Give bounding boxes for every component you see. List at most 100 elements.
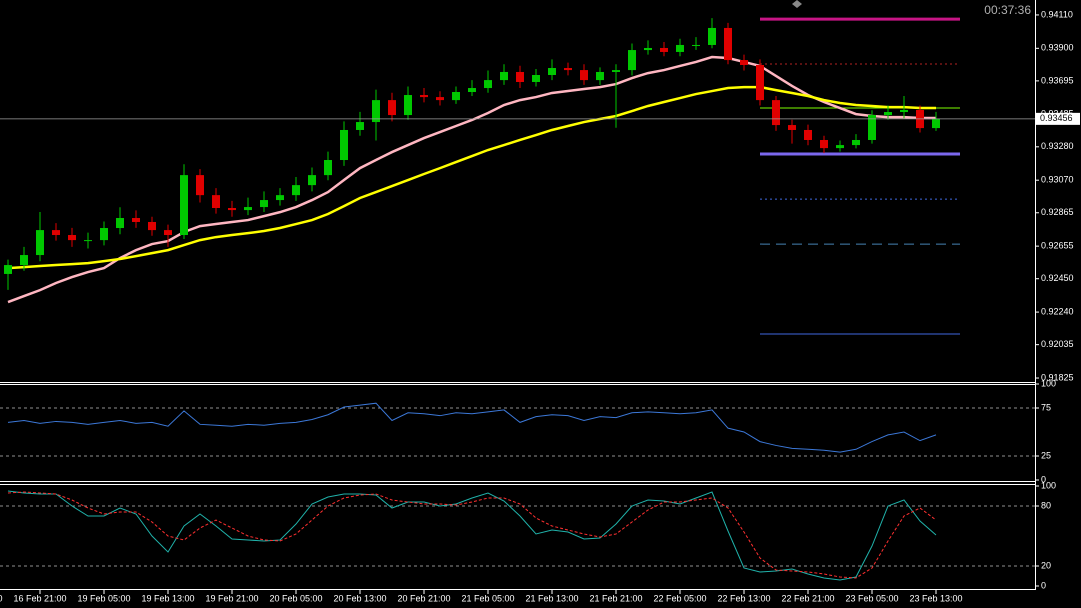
indicator-line xyxy=(7,491,937,579)
candle-body xyxy=(676,44,684,52)
x-tick-label: 22 Feb 21:00 xyxy=(781,593,834,603)
x-tick-label: 20 Feb 21:00 xyxy=(397,593,450,603)
candle-body xyxy=(340,129,348,161)
candle-body xyxy=(228,208,236,211)
x-tick-label: 23 Feb 05:00 xyxy=(845,593,898,603)
candle-body xyxy=(324,160,332,176)
candle-body xyxy=(868,115,876,140)
x-tick-label: 19 Feb 05:00 xyxy=(77,593,130,603)
candle-body xyxy=(52,230,60,236)
candle-body xyxy=(180,175,188,236)
current-price-box xyxy=(1036,112,1080,125)
candle-body xyxy=(356,122,364,130)
candle-body xyxy=(260,200,268,208)
marker-diamond xyxy=(792,0,802,8)
candle-body xyxy=(468,88,476,93)
candle-body xyxy=(388,100,396,116)
y-tick-label: 0.92240 xyxy=(1041,306,1074,316)
candle-body xyxy=(628,50,636,71)
candle-body xyxy=(148,221,156,231)
y-tick-label: 0.91825 xyxy=(1041,372,1074,382)
candle-body xyxy=(772,100,780,126)
candle-body xyxy=(644,47,652,51)
candle-body xyxy=(500,71,508,81)
y-tick-label: 0.92655 xyxy=(1041,241,1074,251)
y-tick-label: 0.93695 xyxy=(1041,75,1074,85)
candle-body xyxy=(580,70,588,81)
y-tick-label: 20 xyxy=(1041,560,1051,570)
candle-body xyxy=(756,64,764,101)
y-tick-label: 0.92035 xyxy=(1041,339,1074,349)
x-tick-label: 21 Feb 05:00 xyxy=(461,593,514,603)
candle-body xyxy=(692,44,700,46)
candle-body xyxy=(564,68,572,71)
y-tick-label: 0.92450 xyxy=(1041,273,1074,283)
x-tick-label: 16 Feb 21:00 xyxy=(13,593,66,603)
moving-average xyxy=(7,85,936,270)
candle-body xyxy=(116,218,124,229)
candle-body xyxy=(420,95,428,98)
candle-body xyxy=(404,95,412,116)
y-tick-label: 0.93280 xyxy=(1041,141,1074,151)
x-tick-label: 19 Feb 21:00 xyxy=(205,593,258,603)
candle-body xyxy=(788,125,796,130)
y-tick-label: 100 xyxy=(1041,480,1056,490)
timer: 00:37:36 xyxy=(984,3,1031,17)
y-tick-label: 0.93900 xyxy=(1041,43,1074,53)
y-tick-label: 0.93070 xyxy=(1041,175,1074,185)
candle-body xyxy=(276,195,284,201)
candle-body xyxy=(244,207,252,211)
candle-body xyxy=(532,75,540,82)
y-tick-label: 0 xyxy=(1041,474,1046,484)
y-tick-label: 25 xyxy=(1041,450,1051,460)
x-tick-label: 21 Feb 13:00 xyxy=(525,593,578,603)
x-tick-label: 20 Feb 13:00 xyxy=(333,593,386,603)
candle-body xyxy=(164,230,172,236)
candle-body xyxy=(804,129,812,140)
x-tick-label: 20 Feb 05:00 xyxy=(269,593,322,603)
y-tick-label: 0 xyxy=(1041,580,1046,590)
candle-body xyxy=(852,139,860,146)
candle-body xyxy=(4,265,12,274)
candle-body xyxy=(436,97,444,101)
candle-body xyxy=(308,175,316,186)
candle-body xyxy=(820,139,828,149)
y-tick-label: 80 xyxy=(1041,500,1051,510)
candle-body xyxy=(596,71,604,81)
x-tick-label: 22 Feb 13:00 xyxy=(717,593,770,603)
x-tick-label: 21 Feb 21:00 xyxy=(589,593,642,603)
x-tick-label: 22 Feb 05:00 xyxy=(653,593,706,603)
current-price-label: 0.93456 xyxy=(1040,113,1073,123)
candle-body xyxy=(484,80,492,89)
candle-body xyxy=(372,100,380,123)
candle-body xyxy=(452,92,460,101)
moving-average xyxy=(7,55,936,304)
candle-body xyxy=(132,218,140,222)
candle-body xyxy=(884,112,892,116)
indicator-line xyxy=(7,402,937,453)
candle-body xyxy=(36,230,44,256)
candle-body xyxy=(84,240,92,242)
candle-body xyxy=(724,27,732,61)
candle-body xyxy=(516,71,524,82)
candle-body xyxy=(68,235,76,241)
candle-body xyxy=(836,145,844,149)
y-tick-label: 75 xyxy=(1041,402,1051,412)
x-tick-label: 23 Feb 13:00 xyxy=(909,593,962,603)
candle-body xyxy=(612,70,620,72)
candle-body xyxy=(100,228,108,241)
candle-body xyxy=(548,68,556,76)
y-tick-label: 100 xyxy=(1041,378,1056,388)
candle-body xyxy=(900,109,908,113)
candle-body xyxy=(212,195,220,209)
candle-body xyxy=(740,60,748,65)
y-tick-label: 0.94110 xyxy=(1041,9,1073,19)
candle-body xyxy=(708,27,716,45)
candle-body xyxy=(196,175,204,196)
x-tick-label: 19 Feb 13:00 xyxy=(141,593,194,603)
candle-body xyxy=(292,185,300,196)
candle-body xyxy=(660,47,668,52)
